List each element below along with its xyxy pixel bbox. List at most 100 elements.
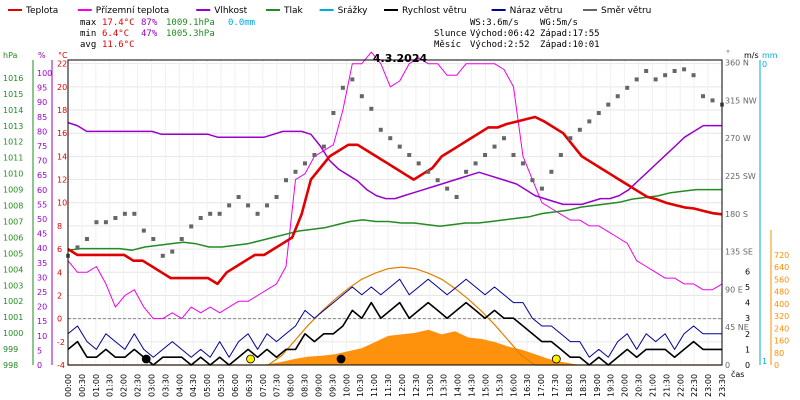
humidity-tick-label: 35	[37, 259, 47, 268]
wind-direction-point	[75, 245, 80, 250]
humidity-tick-label: 60	[37, 186, 47, 195]
wind-direction-point	[577, 127, 582, 132]
pressure-tick-label: 1015	[3, 90, 23, 99]
temperature-tick-label: 4	[57, 268, 62, 277]
legend: Teplota Přízemní teplota Vlhkost Tlak Srážky…	[8, 6, 651, 16]
stats-min-label: min	[80, 29, 96, 39]
legend-label: Směr větru	[601, 6, 651, 16]
time-tick-label: 13:30	[440, 374, 449, 397]
time-tick-label: 20:00	[621, 374, 630, 397]
wind-direction-point	[122, 211, 127, 216]
direction-tick-label: 90 E	[725, 285, 743, 294]
rain-tick-label: 0	[762, 60, 767, 69]
wind-direction-point	[350, 77, 355, 82]
wind-direction-point	[388, 136, 393, 141]
time-tick-label: 14:00	[454, 374, 463, 397]
stats-max-press: 1009.1hPa	[166, 18, 215, 28]
time-tick-label: 11:00	[370, 374, 379, 397]
solar-radiation-fill	[68, 329, 722, 365]
temperature-tick-label: 6	[57, 245, 62, 254]
series-lines	[66, 51, 724, 366]
humidity-tick-label: 75	[37, 142, 47, 151]
wind-direction-point	[691, 73, 696, 78]
wind-direction-point	[663, 73, 668, 78]
wind-direction-point	[710, 98, 715, 103]
temperature-tick-label: 14	[57, 152, 67, 161]
pressure-tick-label: 1005	[3, 249, 23, 258]
time-tick-label: 11:30	[384, 374, 393, 397]
wind-tick-label: 6	[745, 267, 750, 276]
info-ws: WS:3.6m/s	[470, 18, 519, 28]
time-tick-label: 07:30	[273, 374, 282, 397]
solar-tick-label: 320	[774, 312, 789, 321]
stats-max-temp: 17.4°C	[102, 18, 135, 28]
legend-label: Teplota	[25, 6, 58, 16]
wind-direction-point	[113, 216, 118, 220]
solar-tick-label: 720	[774, 251, 789, 260]
pressure-tick-label: 1001	[3, 313, 23, 322]
pressure-tick-label: 1003	[3, 281, 23, 290]
direction-tick-label: 135 SE	[725, 248, 753, 257]
humidity-tick-label: 95	[37, 84, 47, 93]
time-tick-label: 01:00	[92, 374, 101, 397]
temperature-tick-label: 2	[57, 291, 62, 300]
wind-tick-label: 5	[745, 283, 750, 292]
wind-direction-point	[312, 153, 317, 157]
stats-max-label: max	[80, 18, 97, 28]
legend-label: Vlhkost	[214, 6, 247, 16]
info-sun-rise: Východ:06:42	[470, 29, 535, 39]
time-tick-label: 20:30	[635, 374, 644, 397]
wind-direction-point	[483, 153, 488, 157]
wind-direction-point	[502, 136, 506, 141]
stats-max-rain: 0.0mm	[228, 18, 255, 28]
wind-direction-point	[189, 224, 194, 229]
humidity-tick-label: 0	[37, 361, 42, 370]
info-wg: WG:5m/s	[540, 18, 578, 28]
stats-avg-label: avg	[80, 40, 96, 50]
pressure-tick-label: 1002	[3, 297, 23, 306]
temperature-tick-label: 18	[57, 106, 67, 115]
grid-lines	[67, 60, 723, 366]
time-tick-label: 17:30	[551, 374, 560, 397]
wind-direction-point	[369, 106, 374, 111]
wind-direction-point	[255, 211, 260, 216]
time-tick-label: 18:30	[579, 374, 588, 397]
wind-direction-point	[198, 216, 203, 220]
pressure-tick-label: 1000	[3, 329, 23, 338]
humidity-tick-label: 5	[37, 346, 42, 355]
wind-direction-point	[246, 203, 251, 208]
humidity-tick-label: 30	[37, 273, 47, 282]
temperature-tick-label: 8	[57, 222, 62, 231]
sun-event-marker	[246, 354, 255, 364]
humidity-tick-label: 80	[37, 127, 47, 136]
pressure-tick-label: 999	[3, 345, 18, 354]
humidity-tick-label: 15	[37, 317, 47, 326]
left-unit-temperature: °C	[58, 51, 68, 60]
legend-label: Srážky	[338, 6, 369, 16]
time-tick-label: 08:30	[301, 374, 310, 397]
wind-direction-point	[378, 127, 383, 132]
humidity-tick-label: 90	[37, 98, 47, 107]
time-tick-label: 23:30	[718, 374, 727, 397]
wind-direction-point	[530, 178, 535, 183]
humidity-tick-label: 65	[37, 171, 47, 180]
solar-tick-label: 640	[774, 263, 789, 272]
pressure-tick-label: 1013	[3, 122, 23, 131]
solar-tick-label: 80	[774, 349, 784, 358]
humidity-tick-label: 55	[37, 200, 47, 209]
pressure-tick-label: 1016	[3, 74, 23, 83]
temperature-tick-label: 16	[57, 129, 67, 138]
time-tick-label: 22:30	[690, 374, 699, 397]
time-tick-label: 23:00	[704, 374, 713, 397]
legend-label: Rychlost větru	[402, 6, 467, 16]
wind-direction-point	[464, 169, 469, 174]
time-tick-label: 14:30	[468, 374, 477, 397]
wind-gust-line	[67, 278, 722, 358]
solar-tick-label: 480	[774, 288, 789, 297]
wind-direction-point	[672, 69, 677, 73]
pressure-line	[67, 188, 722, 251]
direction-tick-label: 270 W	[725, 134, 751, 143]
solar-tick-label: 160	[774, 337, 789, 346]
time-tick-label: 00:30	[78, 374, 87, 397]
